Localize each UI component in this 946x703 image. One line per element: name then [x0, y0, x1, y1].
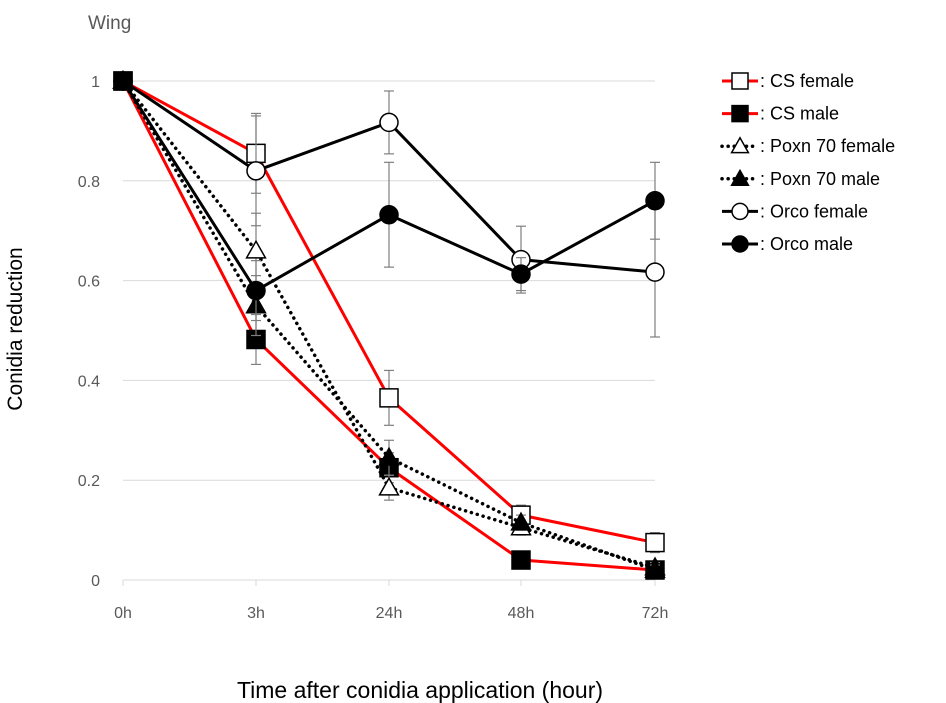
data-point [378, 476, 400, 496]
data-point [246, 161, 266, 181]
legend-marker [731, 235, 749, 253]
data-point [645, 191, 665, 211]
data-point [511, 550, 531, 570]
legend-label: : Poxn 70 female [760, 136, 895, 156]
chart-title: Wing [88, 13, 131, 34]
legend-marker [731, 72, 749, 90]
x-axis-label: Time after conidia application (hour) [237, 677, 603, 703]
legend-marker [730, 136, 750, 154]
y-tick-label: 0.4 [78, 373, 100, 390]
legend-label: : Poxn 70 male [760, 169, 880, 189]
legend-label: : CS female [760, 71, 854, 91]
legend-entry: : Orco female [722, 201, 868, 221]
data-point [246, 280, 266, 301]
y-tick-label: 0 [91, 573, 100, 590]
y-tick-label: 0.2 [78, 473, 100, 490]
data-point [113, 71, 133, 91]
legend-marker [730, 168, 750, 186]
x-tick-label: 48h [508, 605, 535, 622]
legend-entry: : Orco male [722, 234, 853, 254]
data-point [510, 511, 532, 531]
legend-entry: : CS male [722, 104, 839, 124]
data-point [511, 264, 531, 284]
legend-label: : Orco female [760, 201, 868, 221]
legend: : CS female : CS male : Poxn 70 female : Po… [720, 71, 895, 254]
data-point [245, 239, 267, 259]
legend-entry: : Poxn 70 female [720, 136, 895, 156]
y-tick-label: 0.6 [78, 274, 100, 291]
data-point [644, 559, 666, 578]
x-tick-label: 0h [114, 605, 132, 622]
y-tick-labels: 0 0.2 0.4 0.6 0.8 1 [78, 74, 100, 590]
series-6 [113, 71, 665, 322]
legend-marker [731, 202, 749, 221]
data-point [379, 112, 399, 133]
legend-entry: : Poxn 70 male [720, 168, 880, 189]
x-tick-label: 3h [247, 605, 265, 622]
grid [123, 80, 655, 481]
legend-marker [731, 104, 749, 123]
x-tick-label: 24h [376, 605, 403, 622]
data-point [645, 532, 665, 553]
x-tick-label: 72h [642, 605, 669, 622]
y-axis-label: Conidia reduction [4, 247, 27, 410]
legend-label: : CS male [760, 104, 839, 124]
y-tick-label: 0.8 [78, 174, 100, 191]
series-layer [112, 70, 666, 580]
legend-label: : Orco male [760, 234, 853, 254]
x-axis [122, 579, 656, 586]
data-point [379, 204, 399, 225]
data-point [645, 262, 665, 282]
data-point [378, 446, 400, 466]
data-point [379, 388, 399, 408]
legend-entry: : CS female [722, 71, 854, 91]
y-tick-label: 1 [91, 74, 100, 91]
x-tick-labels: 0h 3h 24h 48h 72h [114, 605, 668, 622]
